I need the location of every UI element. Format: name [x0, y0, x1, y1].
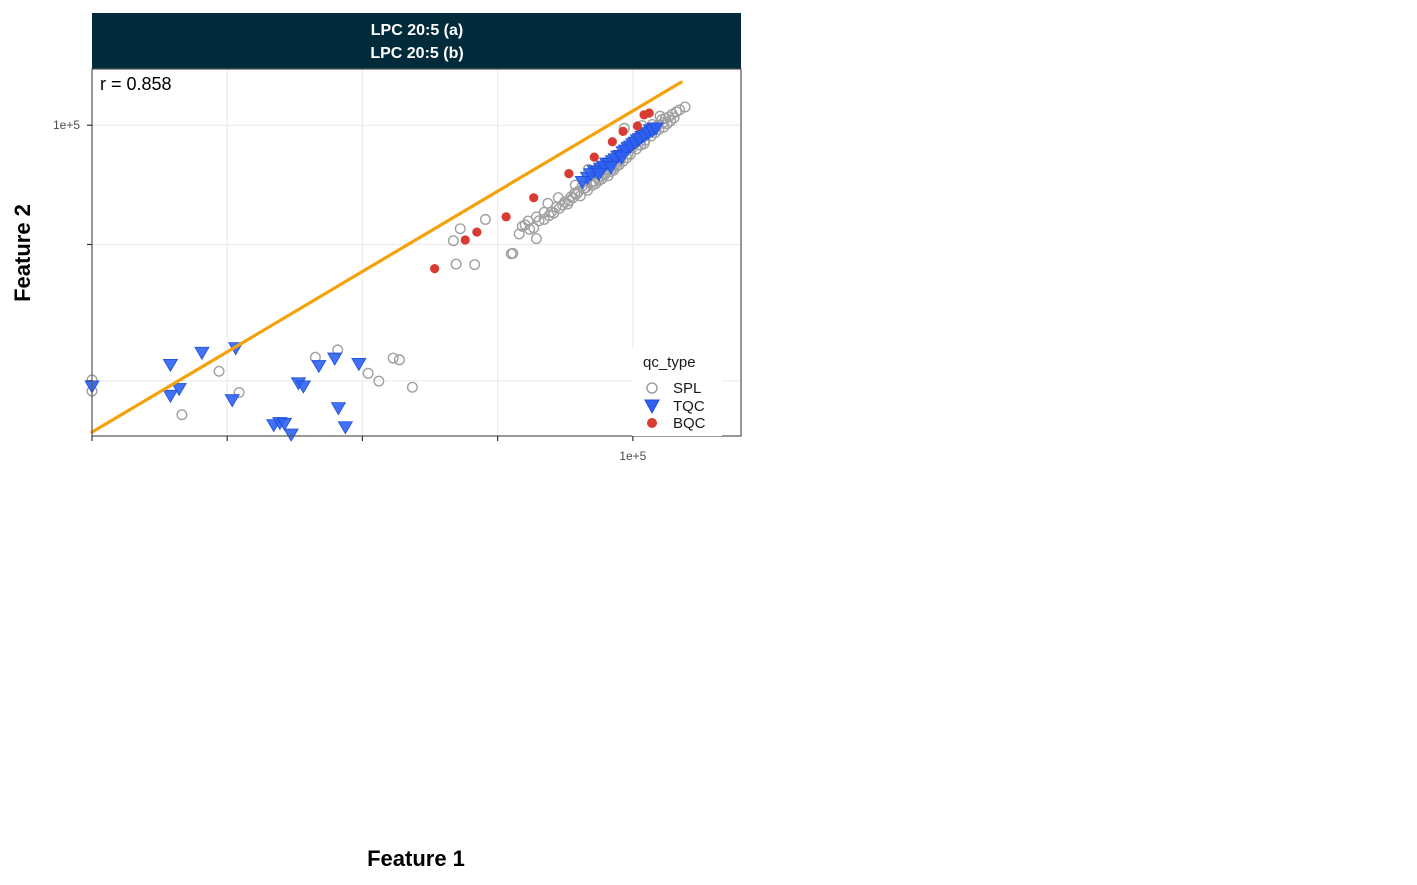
legend-key-bqc [647, 418, 657, 428]
point-bqc-2 [472, 227, 482, 237]
point-tqc-5 [224, 394, 240, 408]
point-tqc-10 [283, 428, 299, 442]
point-spl-36 [679, 101, 691, 113]
point-spl-6 [233, 387, 245, 399]
point-spl-17 [447, 235, 459, 247]
legend-label-tqc: TQC [673, 398, 705, 415]
point-tqc-3 [162, 389, 179, 404]
point-bqc-7 [607, 137, 617, 147]
x-tick-label-4: 1e+5 [619, 449, 646, 463]
point-bqc-4 [529, 193, 539, 203]
point-spl-79 [516, 220, 528, 232]
facet-strip-title-line-1: LPC 20:5 (a) [371, 22, 463, 39]
point-spl-55 [513, 228, 525, 240]
point-bqc-3 [501, 212, 511, 222]
point-spl-9 [387, 352, 399, 364]
point-tqc-4 [171, 383, 187, 397]
point-bqc-6 [589, 152, 599, 162]
point-spl-12 [469, 259, 481, 271]
points [84, 101, 691, 442]
point-bqc-0 [430, 264, 440, 274]
y-tick-label-2: 1e+5 [53, 118, 80, 132]
point-bqc-1 [460, 235, 470, 245]
point-tqc-13 [311, 360, 327, 374]
x-axis-title: Feature 1 [367, 846, 465, 871]
point-spl-78 [670, 106, 682, 118]
point-tqc-1 [162, 358, 179, 373]
point-spl-81 [533, 215, 545, 227]
point-spl-11 [393, 354, 405, 366]
point-spl-87 [567, 192, 579, 204]
legend-label-spl: SPL [673, 380, 701, 397]
point-spl-10 [406, 381, 418, 393]
point-spl-113 [665, 115, 677, 127]
facet-strip-title-line-2: LPC 20:5 (b) [370, 45, 463, 62]
point-tqc-14 [327, 352, 343, 366]
point-tqc-16 [337, 421, 354, 435]
legend-title: qc_type [643, 354, 696, 371]
point-tqc-49 [614, 151, 630, 165]
point-tqc-2 [194, 346, 210, 361]
point-tqc-12 [295, 380, 312, 394]
point-tqc-15 [330, 402, 347, 416]
point-tqc-32 [574, 176, 590, 190]
point-spl-8 [362, 367, 374, 379]
point-spl-19 [530, 233, 542, 245]
axes: 1e+5 1e+5 [53, 118, 647, 463]
point-spl-16 [479, 213, 491, 225]
point-spl-114 [668, 112, 680, 124]
point-spl-14 [454, 223, 466, 235]
point-tqc-48 [603, 161, 619, 175]
point-spl-18 [507, 247, 519, 259]
point-tqc-46 [648, 122, 664, 136]
y-axis-title: Feature 2 [10, 204, 35, 302]
point-bqc-5 [564, 169, 574, 179]
point-spl-80 [524, 223, 536, 235]
point-spl-13 [450, 258, 462, 270]
point-spl-3 [213, 365, 225, 377]
point-tqc-47 [591, 168, 607, 182]
trend-line [90, 80, 683, 434]
trend-line-layer [90, 80, 683, 434]
point-spl-84 [553, 202, 565, 214]
legend-background [632, 348, 722, 436]
legend: qc_type SPL TQC BQC [632, 348, 722, 436]
facet-strip [92, 13, 741, 69]
point-bqc-8 [618, 126, 628, 136]
legend-key-tqc [644, 399, 660, 415]
point-spl-58 [557, 199, 569, 211]
point-spl-2 [176, 409, 188, 421]
panel-border [91, 68, 742, 437]
point-spl-7 [373, 375, 385, 387]
correlation-annotation: r = 0.858 [100, 74, 172, 94]
legend-label-bqc: BQC [673, 415, 706, 432]
point-bqc-11 [644, 108, 654, 118]
point-bqc-9 [632, 121, 643, 131]
point-tqc-9 [276, 417, 293, 432]
legend-key-spl [646, 382, 658, 394]
point-tqc-17 [351, 358, 367, 372]
